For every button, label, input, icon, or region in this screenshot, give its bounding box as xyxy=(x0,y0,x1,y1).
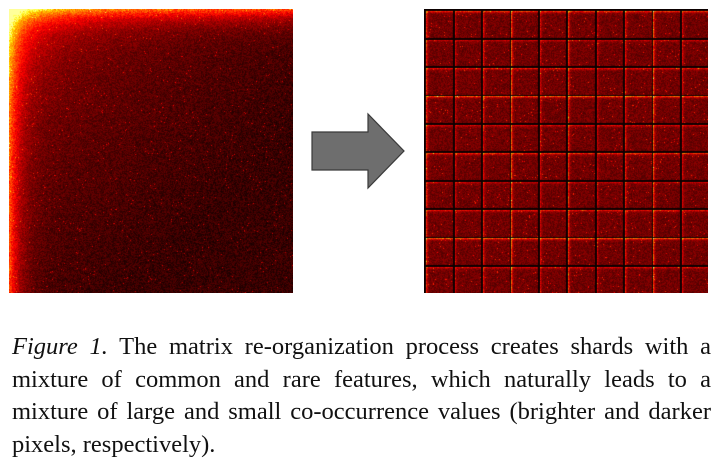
figure-caption: Figure 1. The matrix re-organization pro… xyxy=(12,331,711,461)
figure-panels xyxy=(9,9,708,293)
right-arrow-icon xyxy=(311,112,405,190)
caption-text: The matrix re-organization process creat… xyxy=(12,333,711,458)
caption-label: Figure 1. xyxy=(12,333,108,360)
original-matrix-heatmap xyxy=(9,9,293,293)
sharded-matrix-heatmap xyxy=(424,9,708,293)
